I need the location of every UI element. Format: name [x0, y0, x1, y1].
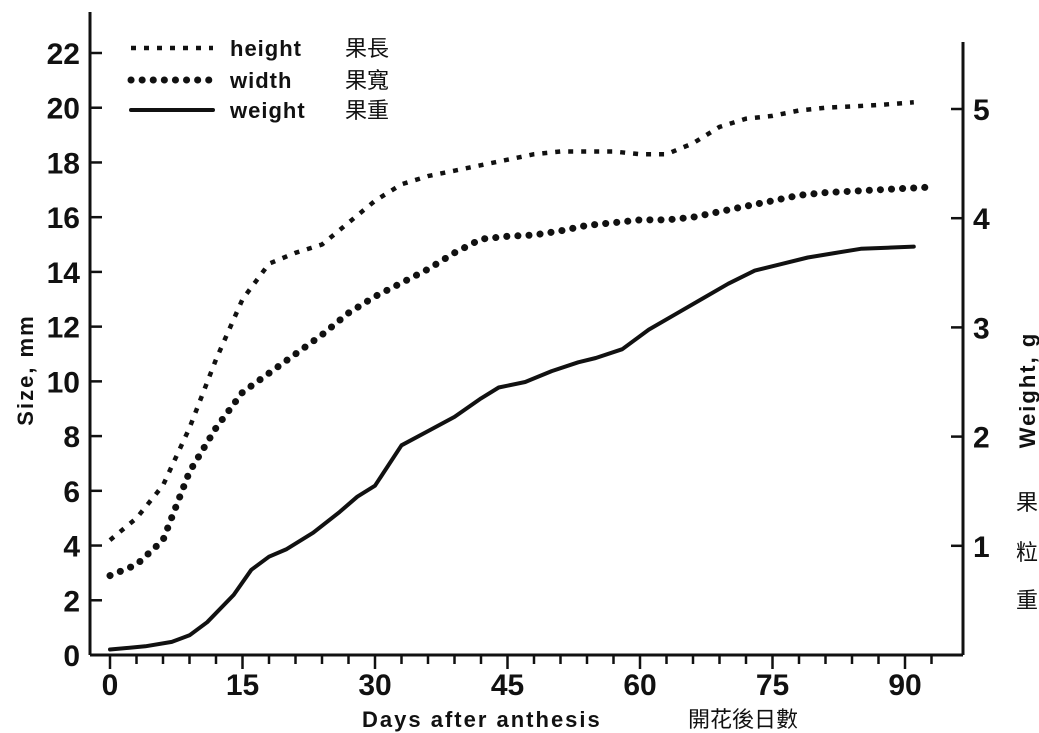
y-right-tick-label: 2 — [973, 422, 990, 455]
y-left-tick-label: 18 — [47, 147, 80, 180]
y-right-axis-title: Weight, g — [1015, 332, 1039, 449]
legend-label-weight: weight — [229, 98, 306, 123]
axes — [88, 12, 965, 657]
y-right-cjk-char-3: 重 — [1016, 589, 1038, 614]
y-left-tick-label: 2 — [63, 585, 80, 618]
y-left-tick-label: 0 — [63, 640, 80, 673]
x-tick-label: 60 — [623, 669, 656, 702]
x-axis-title-cjk: 開花後日數 — [688, 708, 798, 733]
x-tick-label: 45 — [491, 669, 524, 702]
y-right-tick-label: 1 — [973, 531, 990, 564]
y-right-tick-label: 4 — [973, 203, 990, 236]
y-right-tick-label: 5 — [973, 94, 990, 127]
x-axis-title: Days after anthesis — [362, 707, 602, 732]
series-line-width — [106, 183, 935, 580]
legend: height 果長 width 果寬 weight 果重 — [127, 36, 389, 124]
y-left-tick-label: 16 — [47, 202, 80, 235]
x-tick-label: 0 — [102, 669, 119, 702]
y-left-tick-label: 8 — [63, 421, 80, 454]
y-left-tick-label: 14 — [47, 257, 81, 290]
legend-label-height: height — [230, 36, 302, 61]
x-tick-label: 90 — [888, 669, 921, 702]
series-layer — [106, 100, 935, 652]
y-left-tick-label: 10 — [47, 366, 80, 399]
y-right-cjk-char-2: 粒 — [1016, 541, 1038, 566]
y-left-tick-label: 12 — [47, 312, 80, 345]
series-line-height — [108, 100, 914, 542]
legend-label-weight-cjk: 果重 — [345, 99, 389, 124]
ticks — [90, 51, 963, 669]
y-left-axis-title: Size, mm — [13, 314, 38, 425]
legend-label-width-cjk: 果寬 — [345, 69, 389, 94]
legend-label-height-cjk: 果長 — [345, 37, 389, 62]
series-line-weight — [108, 244, 916, 652]
x-tick-label: 75 — [756, 669, 789, 702]
y-left-tick-label: 6 — [63, 476, 80, 509]
y-left-tick-label: 22 — [47, 38, 80, 71]
y-left-tick-label: 20 — [47, 93, 80, 126]
y-left-tick-label: 4 — [63, 531, 80, 564]
y-right-tick-label: 3 — [973, 312, 990, 345]
x-tick-label: 15 — [226, 669, 259, 702]
legend-label-width: width — [229, 68, 292, 93]
y-right-cjk-char-1: 果 — [1016, 491, 1038, 516]
x-tick-label: 30 — [358, 669, 391, 702]
